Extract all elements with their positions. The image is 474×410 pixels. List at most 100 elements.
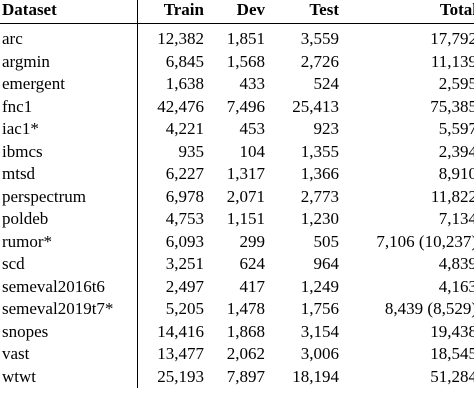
- cell-dev: 624: [239, 254, 266, 273]
- table-row: rumor* 6,093 299 505 7,106 (10,237): [0, 230, 474, 253]
- cell-dataset: vast: [0, 343, 138, 366]
- cell-dataset: poldeb: [0, 208, 138, 231]
- header-total: Total: [439, 0, 474, 19]
- cell-dev: 2,062: [226, 344, 265, 363]
- cell-train: 42,476: [157, 96, 204, 116]
- table-row: perspectrum 6,978 2,071 2,773 11,822: [0, 185, 474, 208]
- cell-total: 7,106 (10,237): [376, 231, 474, 251]
- cell-total: 17,792: [430, 29, 474, 48]
- cell-dataset: ibmcs: [0, 140, 138, 163]
- cell-dataset: semeval2016t6: [0, 275, 138, 298]
- cell-dataset: rumor*: [0, 230, 138, 253]
- cell-dev: 1,851: [226, 29, 265, 48]
- header-row: Dataset Train Dev Test Total: [0, 0, 474, 24]
- cell-test: 3,154: [300, 321, 339, 341]
- cell-train: 2,497: [165, 276, 204, 296]
- table-row: poldeb 4,753 1,151 1,230 7,134: [0, 208, 474, 231]
- cell-test: 923: [313, 119, 340, 138]
- cell-total: 2,595: [438, 74, 474, 93]
- table-row: scd 3,251 624 964 4,839: [0, 253, 474, 276]
- cell-train: 6,093: [165, 231, 204, 251]
- cell-dev: 2,071: [226, 186, 265, 206]
- cell-train: 25,193: [157, 366, 204, 386]
- table-body: arc 12,382 1,851 3,559 17,792 argmin 6,845 1,56…: [0, 23, 474, 388]
- cell-train: 3,251: [165, 254, 204, 273]
- cell-test: 505: [313, 231, 340, 251]
- cell-dev: 7,496: [226, 96, 265, 116]
- cell-train: 935: [178, 141, 205, 161]
- cell-total: 2,394: [438, 141, 474, 161]
- cell-train: 6,845: [165, 51, 204, 71]
- table-row: iac1* 4,221 453 923 5,597: [0, 118, 474, 141]
- table-row: arc 12,382 1,851 3,559 17,792: [0, 23, 474, 51]
- table-row: mtsd 6,227 1,317 1,366 8,910: [0, 163, 474, 186]
- cell-total: 7,134: [438, 209, 474, 228]
- table-row: semeval2019t7* 5,205 1,478 1,756 8,439 (8,52…: [0, 298, 474, 321]
- cell-dataset: perspectrum: [0, 185, 138, 208]
- cell-test: 2,726: [300, 51, 339, 71]
- table-row: wtwt 25,193 7,897 18,194 51,284: [0, 365, 474, 388]
- cell-dev: 1,317: [226, 164, 265, 183]
- table-row: argmin 6,845 1,568 2,726 11,139: [0, 50, 474, 73]
- cell-test: 964: [313, 254, 340, 273]
- cell-test: 1,249: [300, 276, 339, 296]
- cell-total: 8,910: [438, 164, 474, 183]
- cell-dataset: arc: [0, 23, 138, 51]
- cell-total: 4,163: [438, 276, 474, 296]
- cell-test: 1,230: [300, 209, 339, 228]
- cell-total: 18,545: [430, 344, 474, 363]
- cell-dev: 1,151: [226, 209, 265, 228]
- cell-dev: 1,868: [226, 321, 265, 341]
- cell-dataset: scd: [0, 253, 138, 276]
- cell-total: 4,839: [438, 254, 474, 273]
- cell-dev: 1,478: [226, 299, 265, 318]
- cell-train: 1,638: [165, 74, 204, 93]
- cell-dev: 7,897: [226, 366, 265, 386]
- cell-train: 5,205: [165, 299, 204, 318]
- cell-total: 8,439 (8,529): [384, 299, 474, 318]
- cell-dev: 1,568: [226, 51, 265, 71]
- cell-train: 4,221: [165, 119, 204, 138]
- header-dev: Dev: [236, 0, 265, 19]
- cell-total: 11,139: [430, 51, 474, 71]
- cell-test: 1,756: [300, 299, 339, 318]
- cell-train: 4,753: [165, 209, 204, 228]
- table-row: semeval2016t6 2,497 417 1,249 4,163: [0, 275, 474, 298]
- dataset-statistics-table: Dataset Train Dev Test Total arc 12,382 1,…: [0, 0, 474, 388]
- cell-dev: 104: [239, 141, 266, 161]
- cell-train: 14,416: [157, 321, 204, 341]
- cell-train: 6,978: [165, 186, 204, 206]
- table-row: emergent 1,638 433 524 2,595: [0, 73, 474, 96]
- cell-train: 12,382: [157, 29, 204, 48]
- cell-dev: 417: [239, 276, 266, 296]
- header-test: Test: [309, 0, 339, 19]
- cell-test: 3,559: [300, 29, 339, 48]
- table-row: ibmcs 935 104 1,355 2,394: [0, 140, 474, 163]
- cell-dataset: fnc1: [0, 95, 138, 118]
- cell-test: 3,006: [300, 344, 339, 363]
- cell-dataset: emergent: [0, 73, 138, 96]
- table-row: vast 13,477 2,062 3,006 18,545: [0, 343, 474, 366]
- cell-total: 75,385: [430, 96, 474, 116]
- cell-test: 25,413: [292, 96, 339, 116]
- cell-test: 524: [313, 74, 340, 93]
- cell-dataset: iac1*: [0, 118, 138, 141]
- cell-test: 1,355: [300, 141, 339, 161]
- cell-total: 51,284: [430, 366, 474, 386]
- cell-test: 1,366: [300, 164, 339, 183]
- cell-dataset: semeval2019t7*: [0, 298, 138, 321]
- header-dataset: Dataset: [0, 0, 138, 24]
- cell-dataset: mtsd: [0, 163, 138, 186]
- header-train: Train: [163, 0, 204, 19]
- cell-test: 18,194: [292, 366, 339, 386]
- cell-total: 19,438: [430, 321, 474, 341]
- cell-train: 6,227: [165, 164, 204, 183]
- table-header: Dataset Train Dev Test Total: [0, 0, 474, 24]
- cell-dev: 453: [239, 119, 266, 138]
- cell-test: 2,773: [300, 186, 339, 206]
- cell-dataset: snopes: [0, 320, 138, 343]
- cell-dev: 433: [239, 74, 266, 93]
- cell-train: 13,477: [157, 344, 204, 363]
- cell-dataset: argmin: [0, 50, 138, 73]
